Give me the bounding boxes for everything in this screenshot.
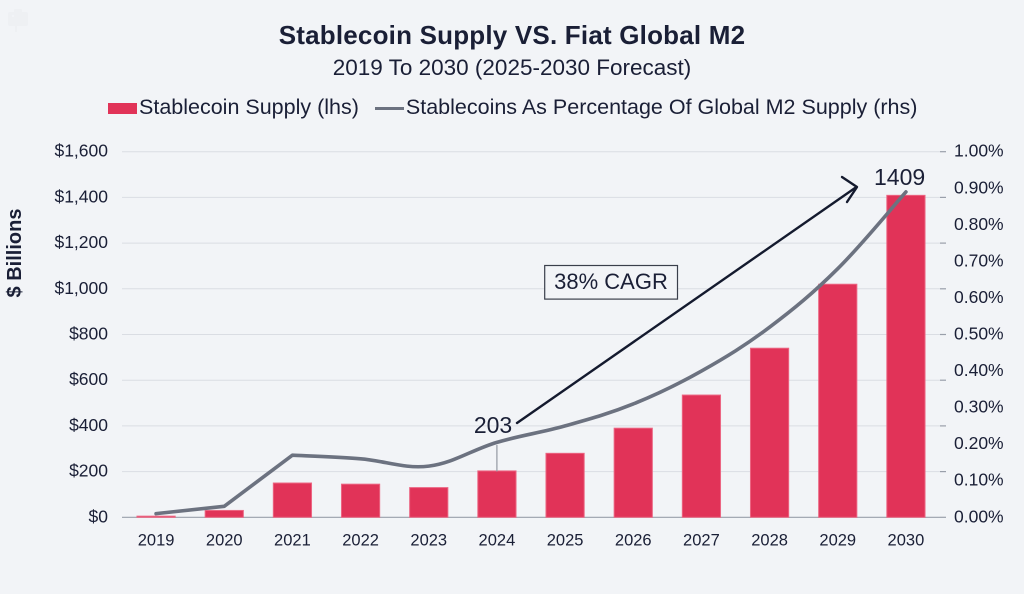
svg-text:$1,200: $1,200 bbox=[54, 232, 108, 252]
svg-text:2030: 2030 bbox=[888, 531, 925, 549]
svg-text:$0: $0 bbox=[89, 506, 109, 526]
svg-text:0.70%: 0.70% bbox=[954, 250, 1004, 270]
svg-text:$800: $800 bbox=[69, 324, 108, 344]
svg-text:1.00%: 1.00% bbox=[954, 141, 1004, 161]
svg-text:0.40%: 0.40% bbox=[954, 360, 1004, 380]
svg-text:2026: 2026 bbox=[615, 531, 652, 549]
svg-text:38% CAGR: 38% CAGR bbox=[554, 269, 668, 294]
svg-text:0.10%: 0.10% bbox=[954, 470, 1004, 490]
svg-text:$1,000: $1,000 bbox=[54, 278, 108, 298]
svg-text:2021: 2021 bbox=[274, 531, 311, 549]
svg-text:0.50%: 0.50% bbox=[954, 324, 1004, 344]
svg-text:2024: 2024 bbox=[479, 531, 516, 549]
svg-text:1409: 1409 bbox=[874, 164, 925, 190]
svg-text:0.30%: 0.30% bbox=[954, 397, 1004, 417]
svg-text:$1,400: $1,400 bbox=[54, 186, 108, 206]
svg-text:$400: $400 bbox=[69, 415, 108, 435]
svg-text:2025: 2025 bbox=[547, 531, 584, 549]
svg-text:2022: 2022 bbox=[342, 531, 379, 549]
svg-text:2028: 2028 bbox=[751, 531, 788, 549]
svg-text:0.20%: 0.20% bbox=[954, 433, 1004, 453]
svg-text:$600: $600 bbox=[69, 369, 108, 389]
svg-text:$200: $200 bbox=[69, 461, 108, 481]
svg-text:2029: 2029 bbox=[819, 531, 856, 549]
svg-text:0.60%: 0.60% bbox=[954, 287, 1004, 307]
svg-text:2027: 2027 bbox=[683, 531, 720, 549]
svg-text:0.80%: 0.80% bbox=[954, 214, 1004, 234]
svg-text:$1,600: $1,600 bbox=[54, 141, 108, 161]
svg-text:203: 203 bbox=[474, 412, 512, 438]
svg-text:0.00%: 0.00% bbox=[954, 506, 1004, 526]
svg-text:2023: 2023 bbox=[410, 531, 447, 549]
svg-text:2019: 2019 bbox=[138, 531, 175, 549]
svg-text:0.90%: 0.90% bbox=[954, 177, 1004, 197]
svg-text:2020: 2020 bbox=[206, 531, 243, 549]
